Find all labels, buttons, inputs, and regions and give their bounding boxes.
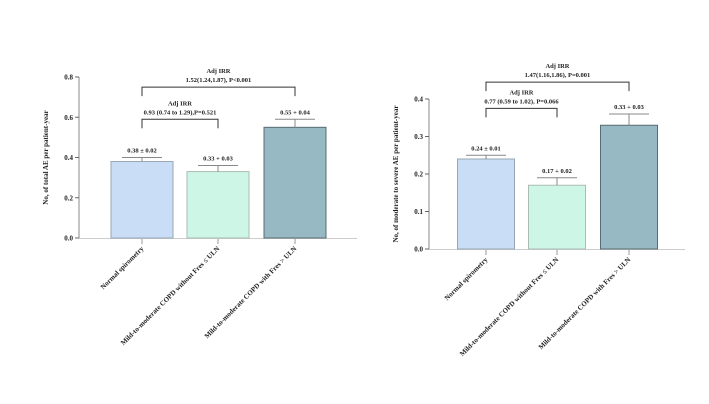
- significance-bracket: [141, 86, 296, 97]
- annotation-text: 1.52(1.24,1.87), P<0.001: [186, 77, 252, 84]
- y-tick-label: 0.2: [414, 171, 423, 179]
- y-tick-label: 0.3: [414, 133, 423, 141]
- y-tick-label: 0.0: [414, 246, 423, 254]
- value-label: 0.33 + 0.03: [614, 104, 644, 111]
- y-tick-label: 0.1: [414, 208, 423, 216]
- bar: [528, 184, 586, 250]
- y-tick-label: 0.6: [64, 114, 73, 122]
- value-label: 0.17 + 0.02: [542, 168, 572, 175]
- bar: [457, 158, 515, 250]
- significance-bracket: [485, 81, 630, 92]
- annotation-title: Adj IRR: [545, 63, 569, 70]
- category-label: Normal spirometry: [443, 255, 490, 302]
- annotation-text: 0.77 (0.59 to 1.02), P=0.066: [484, 98, 559, 105]
- annotation-title: Adj IRR: [206, 68, 230, 75]
- bar: [263, 126, 327, 239]
- y-tick-label: 0.2: [64, 194, 73, 202]
- significance-bracket: [141, 118, 219, 129]
- value-label: 0.33 + 0.03: [203, 156, 233, 163]
- bar: [110, 161, 174, 239]
- chart-moderate-severe-ae: 0.0 0.1 0.2 0.3 0.4 No, of moderate to severe…: [392, 63, 685, 358]
- y-tick-label: 0.4: [64, 154, 73, 162]
- value-label: 0.38 ± 0.02: [127, 148, 157, 155]
- category-label: Normal spirometry: [99, 244, 146, 291]
- category-label: Mild-to-moderate COPD with Fres > ULN: [203, 245, 298, 340]
- y-axis-title: No, of total AE per patient-year: [42, 110, 50, 204]
- y-axis-title: No, of moderate to severe AE per patient…: [392, 106, 400, 243]
- value-label: 0.55 + 0.04: [280, 109, 310, 116]
- annotation-text: 0.93 (0.74 to 1.29),P=0.521: [144, 109, 217, 116]
- annotation-title: Adj IRR: [509, 89, 533, 96]
- annotation-title: Adj IRR: [168, 100, 192, 107]
- value-label: 0.24 ± 0.01: [471, 145, 501, 152]
- y-tick-label: 0.4: [414, 96, 423, 104]
- significance-bracket: [485, 107, 558, 118]
- chart-total-ae: 0.0 0.2 0.4 0.6 0.8 No, of total AE per patie…: [42, 68, 357, 347]
- y-tick-label: 0.0: [64, 235, 73, 243]
- bar: [186, 171, 250, 239]
- y-tick-label: 0.8: [64, 74, 73, 82]
- bar: [600, 124, 658, 250]
- annotation-text: 1.47(1.16,1.86), P=0.001: [525, 72, 591, 79]
